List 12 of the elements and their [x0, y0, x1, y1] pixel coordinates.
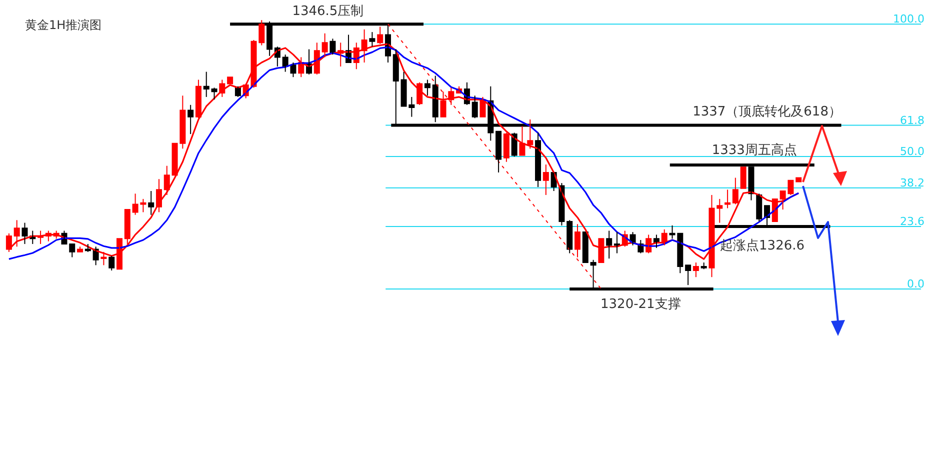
y-tick-label: 38.2 — [900, 176, 924, 190]
ref-line-label: 1333周五高点 — [712, 142, 797, 158]
ref-line-label: 1346.5压制 — [292, 4, 364, 20]
ref-line-label: 起涨点1326.6 — [720, 238, 805, 254]
ref-line-label: 1320-21支撑 — [600, 297, 681, 312]
y-tick-label: 100.0 — [893, 12, 924, 26]
text: 黄金1H推演图 — [25, 18, 102, 32]
y-tick-label: 50.0 — [900, 145, 924, 158]
ref-line-label: 1337（顶底转化及618） — [692, 104, 842, 120]
y-tick-label: 61.8 — [900, 114, 924, 127]
y-tick-label: 23.6 — [900, 214, 924, 228]
y-tick-label: 0.0 — [907, 278, 924, 291]
